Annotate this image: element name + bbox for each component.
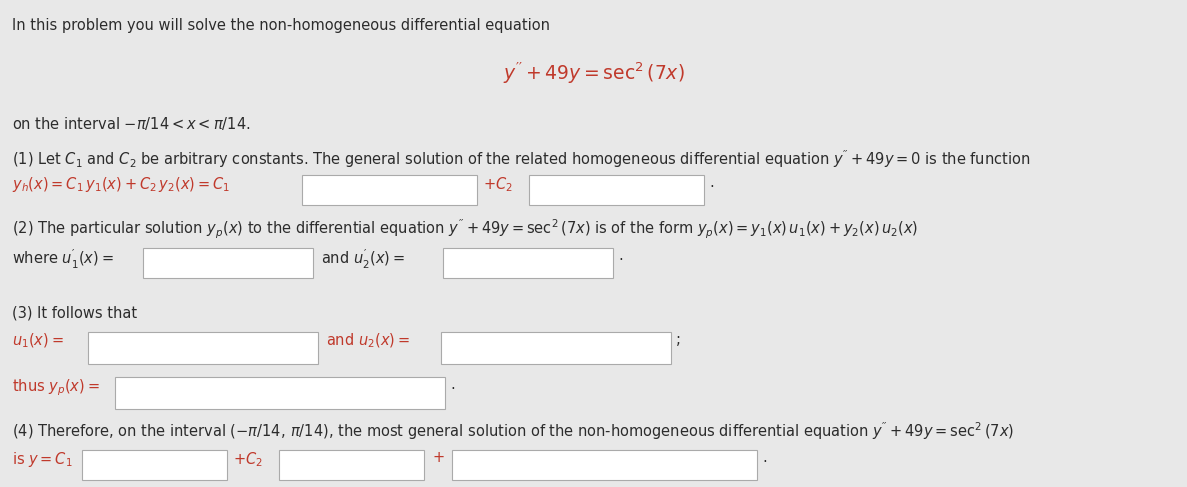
- Text: where $u_1'(x) =$: where $u_1'(x) =$: [12, 248, 114, 271]
- Text: $+$: $+$: [432, 450, 445, 465]
- FancyBboxPatch shape: [452, 450, 757, 480]
- Text: (1) Let $C_1$ and $C_2$ be arbitrary constants. The general solution of the rela: (1) Let $C_1$ and $C_2$ be arbitrary con…: [12, 148, 1030, 169]
- Text: $y_h(x) = C_1\,y_1(x) + C_2\,y_2(x) = C_1$: $y_h(x) = C_1\,y_1(x) + C_2\,y_2(x) = C_…: [12, 175, 230, 194]
- Text: (3) It follows that: (3) It follows that: [12, 305, 138, 320]
- FancyBboxPatch shape: [88, 332, 318, 364]
- Text: .: .: [618, 248, 623, 263]
- FancyBboxPatch shape: [279, 450, 424, 480]
- Text: $u_1(x) =$: $u_1(x) =$: [12, 332, 64, 351]
- FancyBboxPatch shape: [443, 248, 612, 278]
- Text: $+C_2$: $+C_2$: [233, 450, 262, 468]
- Text: (4) Therefore, on the interval $(-\pi/14,\,\pi/14)$, the most general solution o: (4) Therefore, on the interval $(-\pi/14…: [12, 420, 1014, 442]
- Text: In this problem you will solve the non-homogeneous differential equation: In this problem you will solve the non-h…: [12, 18, 550, 33]
- FancyBboxPatch shape: [142, 248, 313, 278]
- FancyBboxPatch shape: [115, 377, 445, 409]
- Text: .: .: [450, 377, 455, 392]
- FancyBboxPatch shape: [442, 332, 671, 364]
- Text: (2) The particular solution $y_p(x)$ to the differential equation $y'' + 49y = \: (2) The particular solution $y_p(x)$ to …: [12, 218, 919, 241]
- FancyBboxPatch shape: [529, 175, 704, 205]
- Text: and $u_2'(x) =$: and $u_2'(x) =$: [320, 248, 405, 271]
- Text: $+C_2$: $+C_2$: [483, 175, 513, 194]
- Text: .: .: [762, 450, 767, 465]
- Text: is $y = C_1$: is $y = C_1$: [12, 450, 72, 469]
- Text: ;: ;: [677, 332, 681, 347]
- Text: on the interval $-\pi/14 < x < \pi/14$.: on the interval $-\pi/14 < x < \pi/14$.: [12, 115, 250, 132]
- Text: and $u_2(x) =$: and $u_2(x) =$: [326, 332, 410, 351]
- Text: $y'' + 49y = \sec^2(7x)$: $y'' + 49y = \sec^2(7x)$: [502, 60, 685, 86]
- FancyBboxPatch shape: [301, 175, 477, 205]
- Text: thus $y_p(x) =$: thus $y_p(x) =$: [12, 377, 100, 397]
- FancyBboxPatch shape: [82, 450, 227, 480]
- Text: .: .: [709, 175, 713, 190]
